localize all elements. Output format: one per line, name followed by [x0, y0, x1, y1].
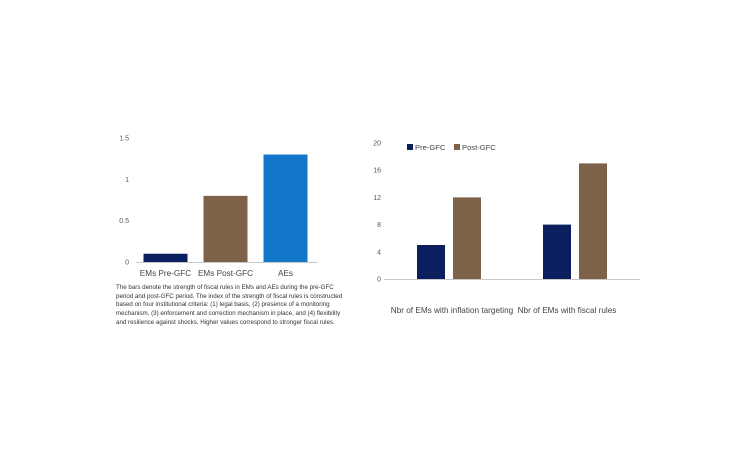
chart-em-counts: 0 4 8 12 16 20 Nbr of EMs with inflation targe… — [373, 141, 640, 315]
y-tick-label: 4 — [377, 249, 381, 256]
bar-post-gfc-group-1 — [453, 197, 481, 279]
bar-pre-gfc-group-2 — [543, 224, 571, 279]
x-tick-label: Nbr of EMs with fiscal rules — [518, 306, 617, 315]
y-tick-label: 12 — [373, 195, 381, 202]
y-tick-label: 0 — [377, 277, 381, 284]
chart-footnote: The bars denote the strength of fiscal r… — [116, 284, 343, 326]
x-tick-label: Nbr of EMs with inflation targeting — [391, 306, 514, 315]
legend-label: Post-GFC — [462, 143, 496, 152]
legend-label: Pre-GFC — [415, 143, 446, 152]
bar-ems-pre-gfc — [143, 253, 188, 262]
bar-post-gfc-group-2 — [579, 163, 607, 279]
x-tick-label: EMs Post-GFC — [198, 269, 253, 278]
legend-swatch-pre-gfc — [407, 144, 413, 150]
y-tick-label: 1 — [125, 177, 129, 184]
y-tick-label: 1.5 — [119, 136, 129, 143]
y-tick-label: 16 — [373, 168, 381, 175]
y-tick-label: 0 — [125, 260, 129, 267]
bar-aes — [263, 154, 308, 262]
bar-ems-post-gfc — [203, 195, 248, 262]
legend-swatch-post-gfc — [454, 144, 460, 150]
x-tick-label: EMs Pre-GFC — [140, 269, 191, 278]
y-tick-label: 20 — [373, 141, 381, 148]
chart-fiscal-rule-strength: 0 0.5 1 1.5 EMs Pre-GFC EMs Post-GFC AEs — [119, 136, 318, 278]
y-tick-label: 0.5 — [119, 218, 129, 225]
x-tick-label: AEs — [278, 269, 293, 278]
y-tick-label: 8 — [377, 222, 381, 229]
bar-pre-gfc-group-1 — [417, 245, 445, 279]
